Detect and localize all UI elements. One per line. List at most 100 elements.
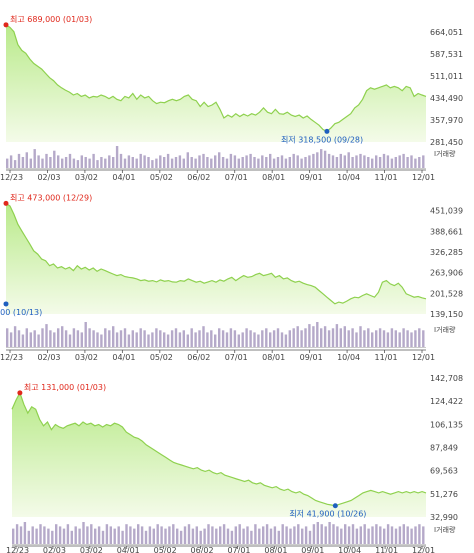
volume-bar — [117, 526, 120, 544]
volume-bar — [371, 332, 374, 347]
volume-bar — [29, 158, 32, 168]
volume-bar — [23, 522, 27, 544]
volume-bar — [112, 157, 115, 168]
volume-bar — [125, 524, 128, 544]
volume-bar — [308, 530, 312, 544]
volume-bar — [186, 334, 189, 347]
volume-bar — [155, 158, 158, 168]
volume-bar — [202, 326, 205, 347]
volume-bar — [218, 328, 221, 348]
volume-bar — [92, 330, 95, 347]
volume-bar — [414, 158, 417, 168]
volume-bar — [371, 158, 374, 168]
volume-bar — [12, 528, 15, 544]
volume-bar — [336, 526, 339, 544]
y-tick-label: 388,661 — [430, 227, 463, 236]
volume-bar — [166, 334, 170, 347]
volume-bar — [19, 526, 23, 544]
x-tick-label: 06/02 — [191, 546, 214, 553]
volume-bar — [297, 524, 300, 544]
volume-bar — [168, 526, 171, 544]
volume-bar — [206, 332, 209, 347]
volume-bar — [148, 526, 152, 544]
volume-bar — [394, 528, 398, 544]
volume-bar — [151, 332, 154, 347]
x-tick-label: 12/23 — [0, 353, 23, 362]
volume-label: Ⅰ거래량 — [434, 325, 456, 334]
volume-bar — [76, 160, 80, 168]
volume-bar — [375, 524, 378, 544]
volume-bar — [304, 526, 308, 544]
volume-bar — [390, 526, 394, 544]
volume-bar — [6, 158, 9, 168]
volume-bar — [343, 155, 346, 168]
volume-bar — [215, 528, 218, 544]
volume-bar — [144, 530, 148, 544]
volume-bar — [261, 330, 264, 347]
volume-bar — [221, 157, 225, 168]
x-tick-label: 03/02 — [75, 353, 98, 362]
volume-bar — [258, 528, 261, 544]
volume-bar — [90, 524, 93, 544]
volume-bar — [245, 155, 248, 168]
volume-bar — [55, 524, 58, 544]
volume-bar — [272, 330, 276, 347]
volume-bar — [178, 332, 182, 347]
volume-bar — [72, 328, 76, 348]
volume-bar — [39, 524, 42, 544]
y-tick-label: 201,528 — [430, 289, 463, 298]
y-tick-label: 511,011 — [430, 72, 463, 81]
volume-bar — [182, 158, 185, 168]
volume-bar — [344, 524, 347, 544]
x-tick-label: 05/02 — [150, 173, 173, 182]
volume-bar — [335, 157, 339, 168]
volume-bar — [422, 330, 425, 347]
volume-bar — [386, 155, 390, 168]
volume-bar — [265, 524, 269, 544]
volume-bar — [135, 158, 138, 168]
volume-bar — [152, 528, 155, 544]
volume-bar — [66, 524, 70, 544]
volume-bar — [272, 158, 276, 168]
volume-bar — [363, 155, 366, 168]
y-tick-label: 664,051 — [430, 28, 463, 37]
volume-bar — [129, 526, 132, 544]
volume-bar — [166, 153, 170, 168]
volume-bar — [143, 330, 146, 347]
y-tick-label: 69,563 — [430, 467, 458, 476]
volume-bar — [284, 334, 288, 347]
volume-bar — [328, 522, 331, 544]
y-tick-label: 139,150 — [430, 310, 463, 319]
volume-bar — [35, 528, 38, 544]
volume-bar — [159, 330, 162, 347]
volume-bar — [170, 330, 174, 347]
volume-bar — [160, 526, 163, 544]
volume-bar — [262, 526, 265, 544]
volume-bar — [355, 155, 358, 168]
volume-bar — [241, 157, 244, 168]
volume-bar — [6, 328, 9, 348]
volume-bar — [178, 155, 182, 168]
volume-bar — [222, 524, 226, 544]
volume-bar — [398, 332, 401, 347]
volume-bar — [113, 528, 116, 544]
x-tick-label: 07/01 — [227, 546, 250, 553]
volume-bar — [320, 328, 323, 348]
x-tick-label: 05/02 — [150, 353, 173, 362]
volume-bar — [21, 157, 25, 168]
volume-bar — [211, 526, 214, 544]
volume-bar — [359, 526, 362, 544]
volume-bar — [62, 528, 66, 544]
volume-bar — [170, 158, 174, 168]
x-tick-label: 07/01 — [225, 173, 248, 182]
volume-bar — [351, 157, 354, 168]
volume-bar — [308, 324, 311, 347]
volume-bar — [363, 524, 366, 544]
volume-bar — [238, 524, 241, 544]
volume-bar — [31, 526, 34, 544]
high-label: 최고 473,000 (12/29) — [10, 192, 92, 202]
volume-bar — [210, 330, 213, 347]
volume-bar — [335, 324, 339, 347]
volume-bar — [123, 328, 127, 348]
